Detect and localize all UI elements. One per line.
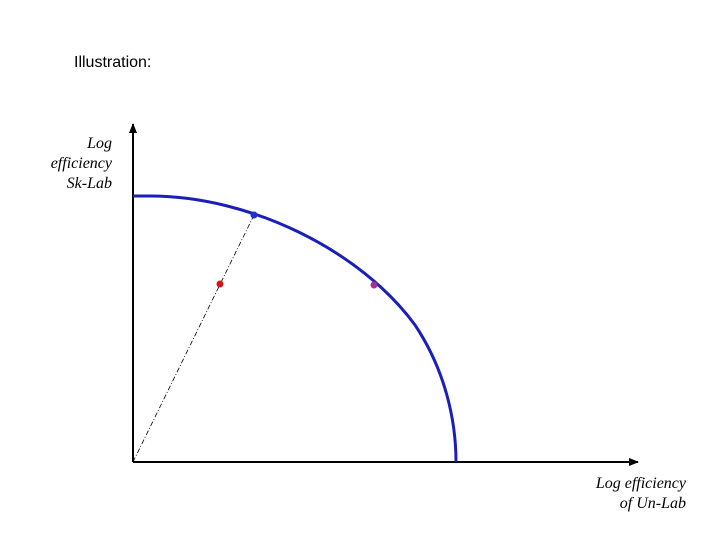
x-axis-label-line-2: of Un-Lab xyxy=(619,495,686,512)
ray-from-origin xyxy=(132,214,255,463)
frontier-point-on-ray xyxy=(250,211,258,219)
y-axis-label-line-3: Sk-Lab xyxy=(66,175,112,192)
y-axis-label-line-2: efficiency xyxy=(50,155,112,172)
x-axis-label-line-1: Log efficiency xyxy=(595,475,686,492)
efficiency-frontier-curve xyxy=(133,194,458,463)
inside-point xyxy=(216,280,224,288)
frontier-point-tangent xyxy=(370,281,378,289)
y-axis-label: Log efficiency Sk-Lab xyxy=(20,134,112,194)
diagram-heading: Illustration: xyxy=(74,54,152,71)
x-axis-label: Log efficiency of Un-Lab xyxy=(540,474,686,514)
y-axis-label-line-1: Log xyxy=(87,135,112,152)
